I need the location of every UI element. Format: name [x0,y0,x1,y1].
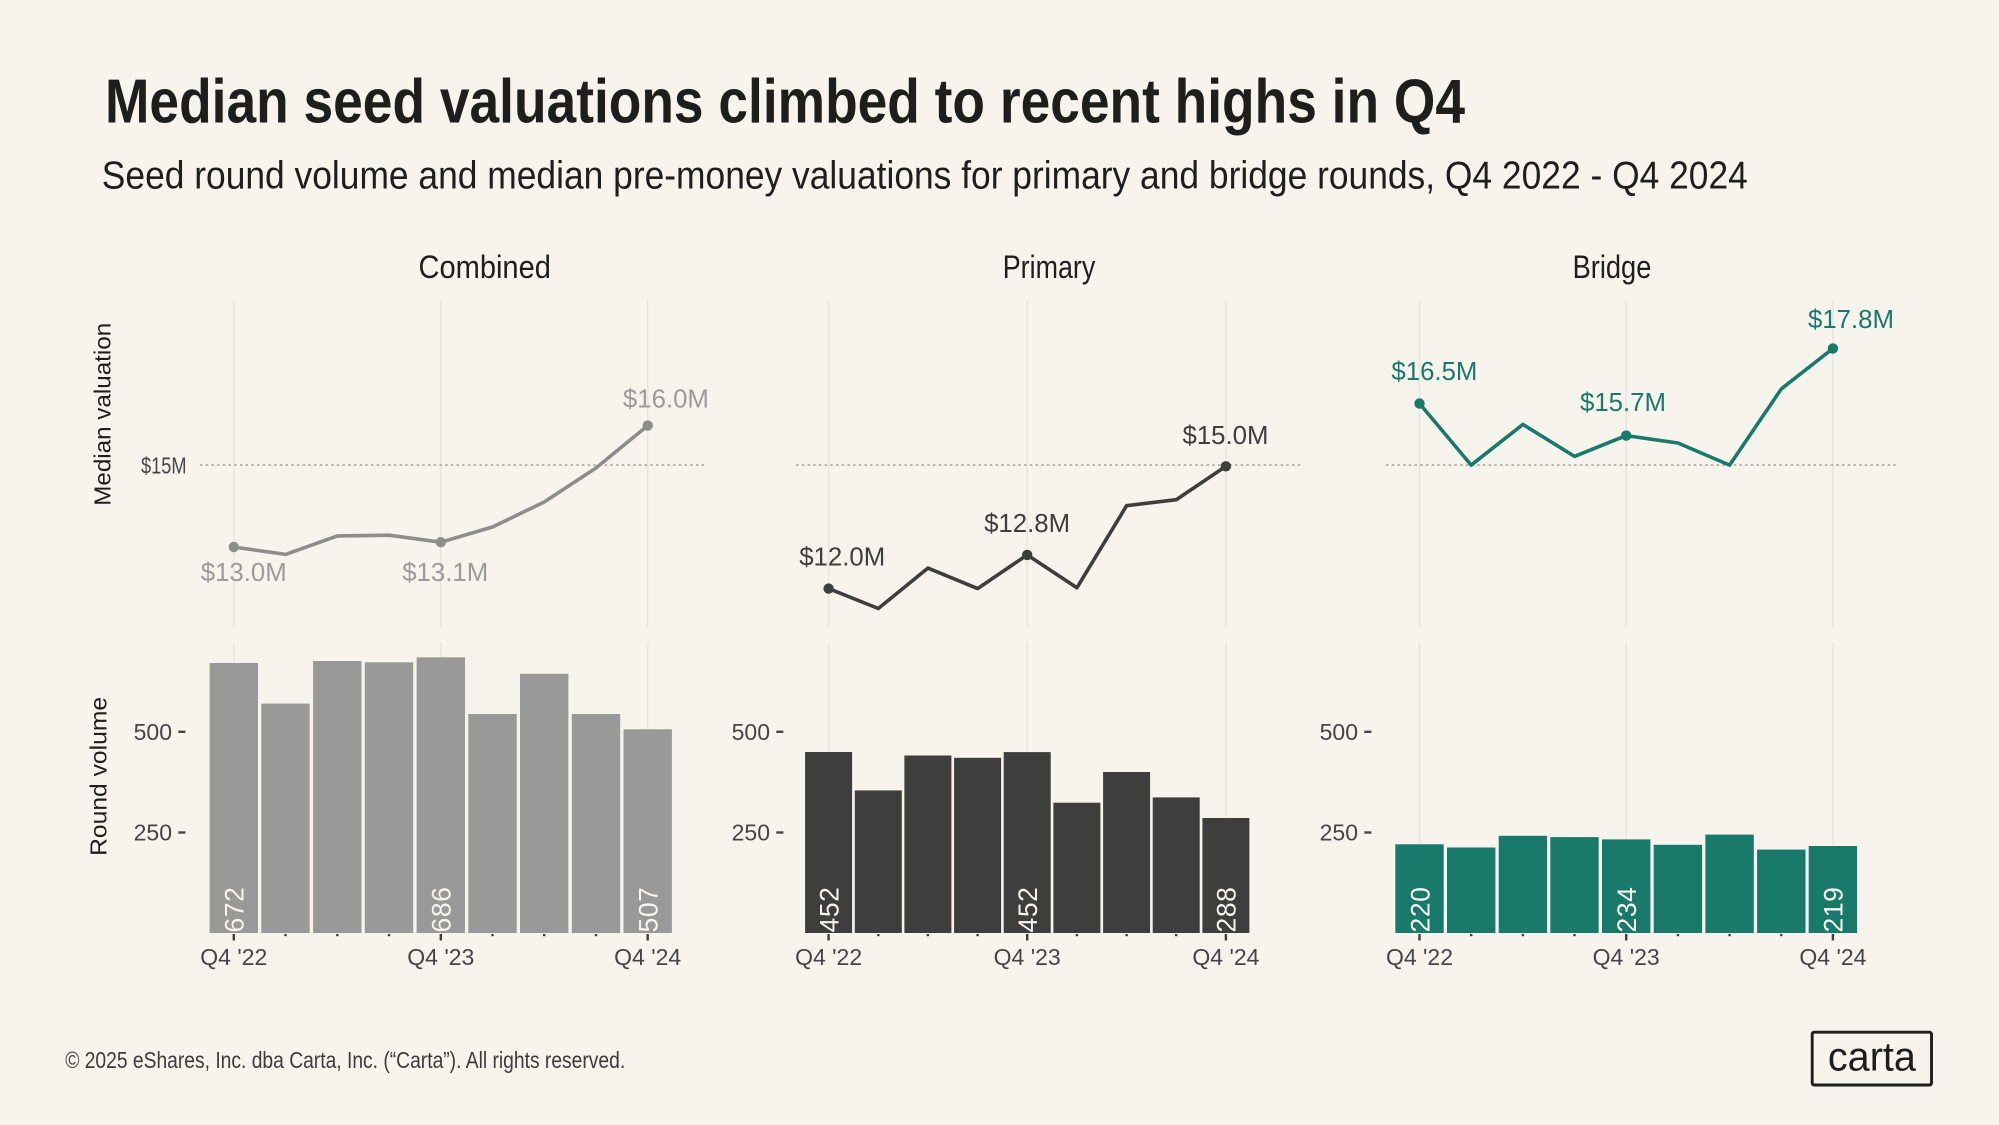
svg-text:500: 500 [134,719,172,745]
svg-text:Median valuation: Median valuation [90,323,116,506]
svg-text:Q4 '24: Q4 '24 [1799,944,1866,970]
svg-text:Q4 '22: Q4 '22 [200,944,267,970]
svg-text:Q4 '23: Q4 '23 [407,944,474,970]
svg-text:$15.7M: $15.7M [1580,387,1666,417]
svg-text:$13.1M: $13.1M [402,557,488,587]
svg-text:507: 507 [634,886,664,932]
svg-text:220: 220 [1405,886,1435,932]
svg-text:© 2025 eShares, Inc. dba Carta: © 2025 eShares, Inc. dba Carta, Inc. (“C… [65,1047,625,1073]
svg-text:686: 686 [427,886,457,932]
svg-text:Q4 '24: Q4 '24 [614,944,681,970]
svg-text:Q4 '24: Q4 '24 [1192,944,1259,970]
svg-text:Combined: Combined [419,249,551,285]
svg-text:500: 500 [732,719,770,745]
svg-text:Primary: Primary [1003,249,1096,285]
svg-text:Q4 '23: Q4 '23 [994,944,1061,970]
svg-text:Median seed valuations climbed: Median seed valuations climbed to recent… [105,68,1465,137]
svg-text:452: 452 [1013,886,1043,932]
svg-text:$16.5M: $16.5M [1391,356,1477,386]
svg-text:Q4 '22: Q4 '22 [795,944,862,970]
svg-text:452: 452 [814,886,844,932]
svg-text:Q4 '22: Q4 '22 [1386,944,1453,970]
svg-text:$12.0M: $12.0M [799,541,885,571]
svg-text:500: 500 [1320,719,1358,745]
svg-text:$15M: $15M [141,453,187,479]
svg-text:250: 250 [732,820,770,846]
svg-text:672: 672 [220,886,250,932]
svg-text:$13.0M: $13.0M [201,557,287,587]
svg-text:Seed round volume and median p: Seed round volume and median pre-money v… [102,154,1748,197]
svg-text:234: 234 [1612,886,1642,932]
svg-text:$17.8M: $17.8M [1808,304,1894,334]
svg-text:carta: carta [1828,1033,1916,1079]
svg-text:Bridge: Bridge [1573,249,1652,285]
svg-text:$16.0M: $16.0M [623,384,709,414]
svg-text:$15.0M: $15.0M [1183,420,1269,450]
svg-text:$12.8M: $12.8M [984,508,1070,538]
svg-text:250: 250 [1320,820,1358,846]
svg-text:Round volume: Round volume [86,697,112,856]
svg-text:219: 219 [1819,886,1849,932]
svg-text:Q4 '23: Q4 '23 [1593,944,1660,970]
svg-text:288: 288 [1212,886,1242,932]
svg-text:250: 250 [134,820,172,846]
